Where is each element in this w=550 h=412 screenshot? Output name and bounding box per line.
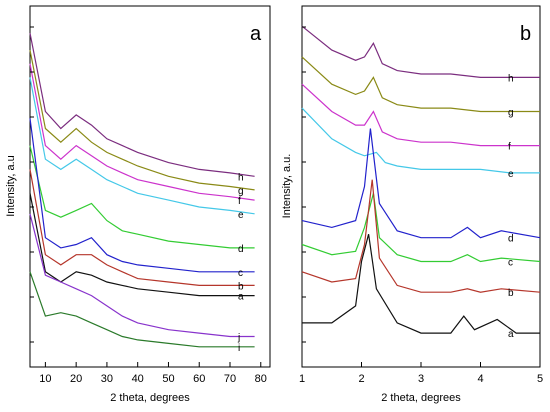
panel-b-x-axis-label: 2 theta, degrees (381, 392, 461, 404)
panel-b-letter: b (520, 23, 531, 45)
panel-a-series-b (29, 169, 255, 286)
panel-a-series-f (29, 63, 255, 201)
panel-a-letter: a (250, 23, 262, 45)
panel-b-x-tick-label: 3 (418, 373, 424, 385)
panel-a-x-tick-label: 80 (255, 373, 267, 385)
panel-a-curve-label-i: i (238, 343, 240, 354)
panel-b-frame (301, 5, 541, 368)
panel-a-y-axis-label: Intensity, a.u (5, 155, 17, 217)
panel-b-x-ticks: 1 2 3 4 5 (299, 26, 543, 385)
panel-a-x-tick-label: 50 (162, 373, 174, 385)
panel-a-series-c (29, 118, 255, 273)
panel-b-curve-label-e: e (508, 169, 514, 180)
panel-a-curve-label-g: g (238, 186, 244, 197)
panel-b-x-tick-label: 1 (299, 373, 305, 385)
panel-a-curve-label-a: a (238, 292, 244, 303)
panel-a-curve-label-h: h (238, 172, 244, 183)
panel-b-series-a (302, 234, 540, 334)
panel-b-curve-label-h: h (508, 73, 514, 84)
panel-b-y-axis-label: Intensity, a.u. (281, 154, 293, 219)
panel-b-series-e (301, 107, 540, 174)
panel-b-curve-label-b: b (508, 288, 514, 299)
panel-a-curve-label-e: e (238, 210, 244, 221)
panel-a-series-j (29, 213, 255, 338)
panel-b: h g f e d c b a 1 2 3 4 5 b 2 theta, degrees Intens… (281, 5, 543, 404)
panel-a-curve-label-d: d (238, 244, 244, 255)
panel-b-series-g (301, 56, 540, 113)
panel-a-x-tick-label: 20 (70, 373, 82, 385)
panel-a-curve-label-j: j (237, 333, 240, 344)
panel-b-x-tick-label: 2 (358, 373, 364, 385)
panel-a-curve-label-b: b (238, 281, 244, 292)
panel-b-x-tick-label: 5 (537, 373, 543, 385)
panel-a-x-tick-label: 70 (224, 373, 236, 385)
panel-b-series-f (301, 83, 540, 147)
panel-a-curve-label-f: f (238, 196, 241, 207)
panel-a-frame (29, 5, 271, 368)
panel-a-x-tick-label: 10 (39, 373, 51, 385)
panel-a-series-a (29, 193, 255, 297)
panel-b-curve-label-c: c (508, 258, 513, 269)
panel-b-series-h (301, 25, 540, 79)
panel-a-series-d (29, 145, 255, 249)
panel-a-x-tick-label: 40 (132, 373, 144, 385)
panel-a-series-i (29, 271, 255, 348)
panel-b-series-b (301, 179, 541, 293)
panel-b-curve-label-f: f (508, 142, 511, 153)
panel-a-x-tick-label: 60 (193, 373, 205, 385)
panel-b-curves: h g f e d c b a (301, 25, 541, 340)
panel-b-curve-label-d: d (508, 234, 514, 245)
panel-a-series-g (29, 49, 255, 191)
panel-b-series-c (301, 193, 541, 263)
panel-a-curve-label-c: c (238, 268, 243, 279)
panel-b-series-d (301, 128, 541, 239)
panel-a-series-e (29, 77, 255, 215)
panel-b-x-tick-label: 4 (477, 373, 483, 385)
panel-b-curve-label-a: a (508, 329, 514, 340)
panel-a-x-ticks: 10 20 30 40 50 60 70 80 (30, 26, 267, 385)
panel-a-series-h (29, 32, 255, 177)
panel-a-x-tick-label: 30 (101, 373, 113, 385)
panel-a-x-axis-label: 2 theta, degrees (110, 392, 190, 404)
panel-b-curve-label-g: g (508, 108, 514, 119)
